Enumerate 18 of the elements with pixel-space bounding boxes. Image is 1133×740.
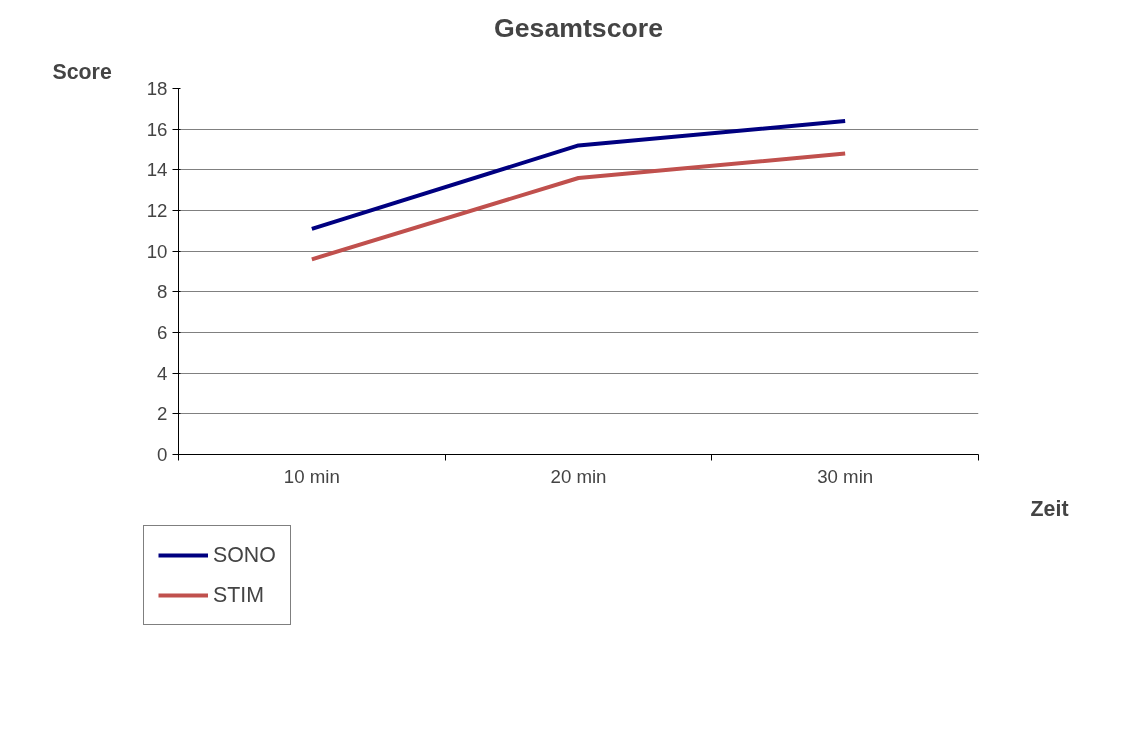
y-tick-label: 4 [157,362,168,384]
x-tick-label: 20 min [550,465,607,487]
legend-label: SONO [213,541,276,569]
y-axis-title: Score [52,59,112,84]
chart-title: Gesamtscore [494,12,663,43]
y-tick-label: 0 [157,444,168,465]
legend-label: STIM [213,581,264,609]
y-tick-label: 6 [157,322,168,343]
y-tick-label: 18 [146,78,168,99]
y-tick-label: 12 [146,200,168,221]
y-tick-label: 10 [146,240,168,262]
y-tick-label: 2 [157,403,168,425]
x-tick-label: 30 min [817,465,874,487]
y-tick-label: 8 [157,281,168,303]
y-tick-label: 16 [146,118,168,140]
x-tick-label: 10 min [283,465,340,487]
y-tick-label: 14 [146,159,168,181]
x-axis-title: Zeit [1030,496,1069,521]
